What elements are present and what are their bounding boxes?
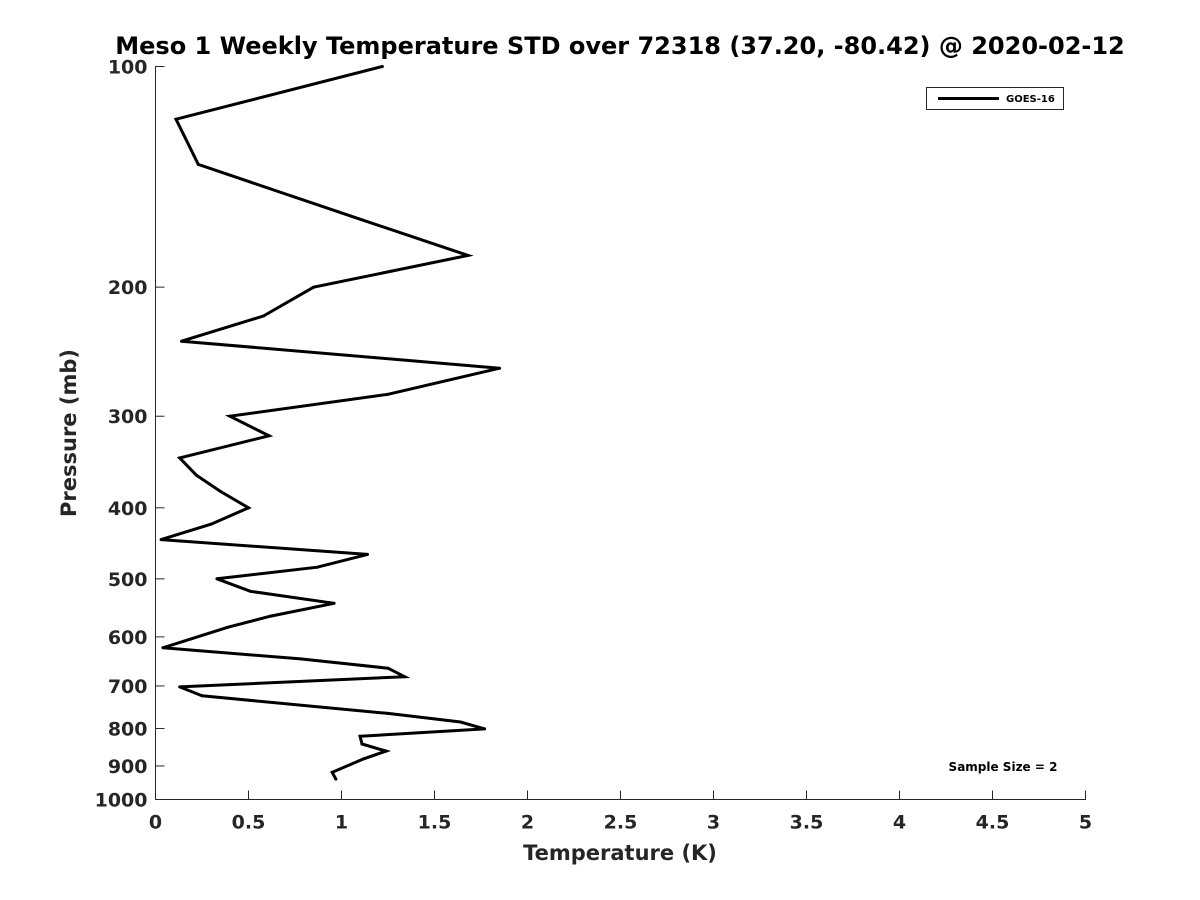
data-point [386,711,390,715]
data-point [498,366,502,370]
data-point [299,657,303,661]
data-point [267,434,271,438]
legend-label-goes-16: GOES-16 [1006,94,1055,105]
data-point [366,552,369,556]
data-point [315,565,319,569]
sample-size-annotation: Sample Size = 2 [949,760,1058,774]
data-point [332,601,336,605]
data-point [459,720,462,724]
data-point [349,214,353,218]
x-tick-label: 0 [149,812,162,834]
plot-area: 0 0.5 1 1.5 2 2.5 3 3.5 4 4.5 5 100 200 300 400 500 600… [95,57,1093,834]
data-point [159,538,163,542]
series-line-goes-16 [160,65,500,780]
data-point [196,162,200,166]
data-point [330,770,334,774]
data-point [312,285,316,289]
y-tick-label: 700 [108,676,148,698]
x-tick-label: 3 [707,812,720,834]
x-tick-label: 1 [335,812,348,834]
y-tick-label: 600 [108,627,148,649]
data-point [384,749,388,753]
y-tick-label: 200 [108,277,148,299]
y-tick-label: 400 [108,498,148,520]
data-point [362,757,366,761]
data-point [178,685,182,689]
data-point [219,490,223,493]
data-point [209,522,213,526]
y-tick-label: 1000 [95,790,148,812]
data-point [174,117,178,121]
data-point [403,675,407,679]
y-tick-label: 900 [108,756,148,778]
data-point [194,473,198,477]
data-point [226,625,230,629]
data-point [247,506,250,510]
data-point [215,577,219,581]
y-axis-ticks: 100 200 300 400 500 600 700 800 900 1000 [95,57,165,812]
x-tick-label: 0.5 [232,812,266,834]
data-point [334,777,338,781]
x-tick-label: 3.5 [790,812,824,834]
x-axis-ticks: 0 0.5 1 1.5 2 2.5 3 3.5 4 4.5 5 [149,790,1092,834]
x-tick-label: 5 [1079,812,1092,834]
x-tick-label: 1.5 [418,812,452,834]
data-point [200,694,204,698]
y-axis-label: Pressure (mb) [57,349,81,517]
data-point [358,734,362,738]
data-point [228,414,232,418]
y-tick-label: 300 [108,406,148,428]
series-points [159,65,502,781]
data-point [180,339,183,343]
data-point [261,314,265,318]
data-point [386,666,390,670]
x-tick-label: 4.5 [976,812,1010,834]
x-tick-label: 4 [893,812,906,834]
y-tick-label: 800 [108,718,148,740]
data-point [248,589,252,593]
chart-title: Meso 1 Weekly Temperature STD over 72318… [115,32,1125,60]
data-point [380,65,384,68]
y-tick-label: 500 [108,569,148,591]
x-tick-label: 2.5 [604,812,638,834]
legend: GOES-16 [926,87,1064,110]
x-tick-label: 2 [521,812,534,834]
data-point [161,646,165,650]
data-point [269,614,273,618]
data-point [466,253,470,257]
data-point [360,742,364,746]
x-axis-label: Temperature (K) [523,841,717,865]
data-point [386,392,390,396]
y-tick-label: 100 [108,57,148,79]
plot-background [155,66,1086,800]
data-point [178,456,182,460]
data-point [483,727,487,731]
